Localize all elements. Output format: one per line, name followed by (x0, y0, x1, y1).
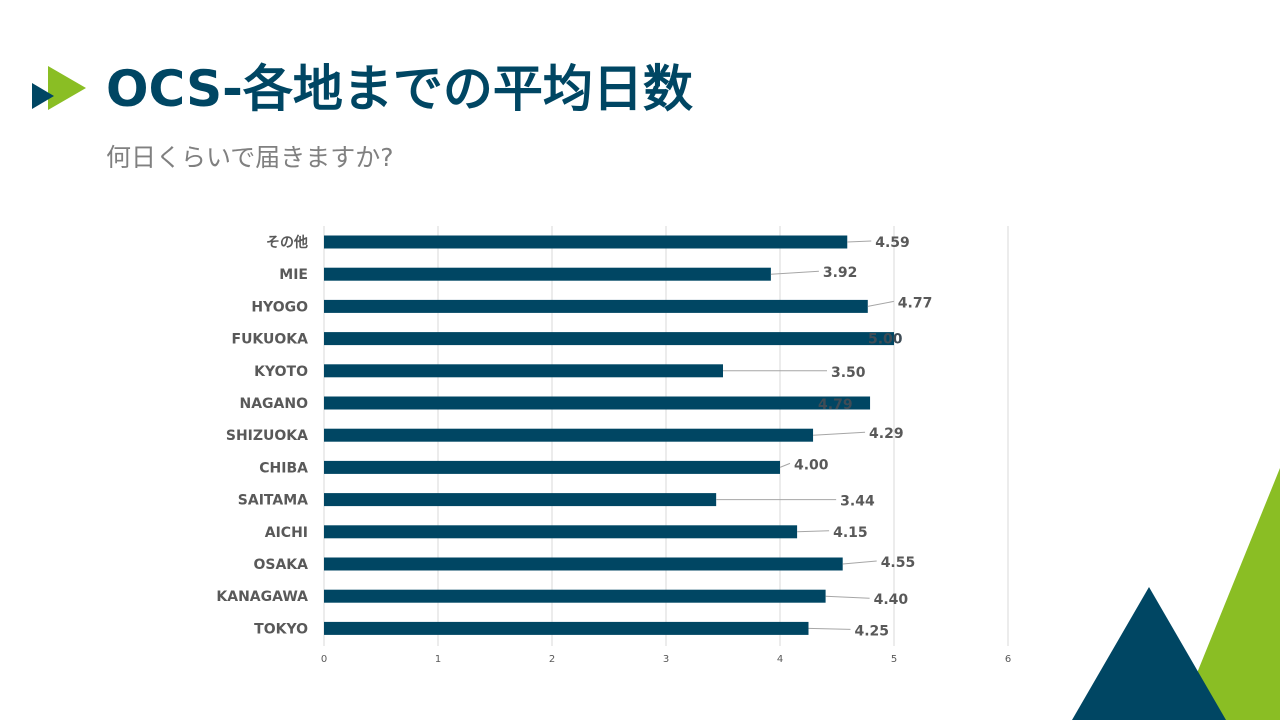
bar (324, 364, 723, 378)
category-label: KYOTO (254, 364, 308, 380)
leader-line (825, 595, 870, 599)
bar (324, 460, 780, 474)
bar (324, 396, 871, 410)
leader-line (867, 300, 894, 307)
leader-line (813, 431, 866, 436)
bar (324, 332, 894, 346)
bar (324, 299, 868, 313)
x-tick-label: 5 (891, 654, 897, 665)
category-label: SAITAMA (238, 493, 308, 509)
data-label: 3.92 (823, 265, 858, 281)
category-label: HYOGO (251, 299, 308, 315)
data-label: 4.40 (874, 592, 909, 608)
data-label: 4.79 (818, 397, 853, 413)
category-label: MIE (279, 267, 308, 283)
corner-triangles-decoration (1072, 468, 1280, 720)
leader-line (842, 560, 877, 565)
leader-line (779, 462, 791, 468)
data-label: 3.44 (840, 494, 875, 510)
data-label: 4.00 (794, 457, 829, 473)
x-tick-label: 1 (435, 654, 441, 665)
data-label: 4.25 (855, 623, 890, 639)
leader-line (770, 270, 819, 275)
x-tick-label: 2 (549, 654, 555, 665)
chart-category-labels: その他 MIE HYOGO FUKUOKA KYOTO NAGANO SHIZUOKA CHI… (216, 234, 308, 637)
bar (324, 621, 809, 635)
category-label: AICHI (265, 525, 308, 541)
bar (324, 589, 826, 603)
chart-leader-lines (716, 240, 894, 630)
bar (324, 525, 798, 539)
leader-line (808, 627, 851, 630)
bar (324, 493, 717, 507)
logo-arrow-icon (32, 66, 86, 110)
chart-x-tick-labels: 0 1 2 3 4 5 6 (321, 654, 1011, 665)
x-tick-label: 0 (321, 654, 327, 665)
category-label: NAGANO (240, 396, 309, 412)
leader-line (847, 240, 872, 243)
data-label: 4.59 (875, 235, 910, 251)
x-tick-label: 3 (663, 654, 669, 665)
leader-line (797, 530, 830, 533)
category-label: OSAKA (253, 557, 308, 573)
category-label: SHIZUOKA (226, 428, 308, 444)
data-label: 3.50 (831, 365, 866, 381)
data-label: 4.77 (898, 295, 933, 311)
data-label: 4.15 (833, 525, 868, 541)
bar (324, 267, 771, 281)
x-tick-label: 6 (1005, 654, 1011, 665)
chart-bars (324, 235, 894, 635)
slide-title: OCS-各地までの平均日数 (106, 60, 693, 118)
bar (324, 557, 843, 571)
x-tick-label: 4 (777, 654, 783, 665)
chart-data-labels: 4.59 3.92 4.77 5.00 3.50 4.79 4.29 4.00 3.44 4.15… (794, 235, 932, 639)
category-label: KANAGAWA (216, 589, 308, 605)
category-label: その他 (266, 234, 308, 251)
bar (324, 428, 814, 442)
data-label: 5.00 (868, 332, 903, 348)
category-label: TOKYO (254, 621, 308, 637)
category-label: CHIBA (259, 460, 308, 476)
slide-subtitle: 何日くらいで届きますか? (106, 143, 394, 172)
data-label: 4.55 (881, 555, 916, 571)
data-label: 4.29 (869, 426, 904, 442)
bar (324, 235, 848, 249)
category-label: FUKUOKA (232, 332, 309, 348)
